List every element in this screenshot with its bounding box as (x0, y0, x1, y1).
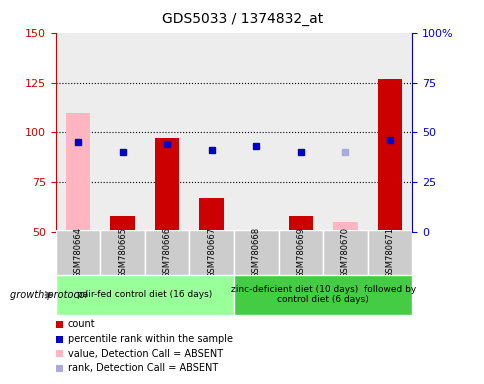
Bar (233, 230, 278, 275)
Bar (367, 230, 411, 275)
Bar (199, 199, 224, 232)
Bar (278, 33, 322, 232)
Text: GSM780668: GSM780668 (251, 227, 260, 278)
Text: GSM780666: GSM780666 (162, 227, 171, 278)
Bar (189, 230, 233, 275)
Bar (154, 139, 179, 232)
Text: pair-fed control diet (16 days): pair-fed control diet (16 days) (77, 290, 212, 299)
Text: count: count (67, 319, 95, 329)
Bar (66, 113, 90, 232)
Text: GSM780671: GSM780671 (385, 227, 393, 278)
Bar (145, 33, 189, 232)
Text: GSM780667: GSM780667 (207, 227, 216, 278)
Text: value, Detection Call = ABSENT: value, Detection Call = ABSENT (67, 349, 222, 359)
Text: percentile rank within the sample: percentile rank within the sample (67, 334, 232, 344)
Bar (145, 230, 189, 275)
Bar (100, 230, 145, 275)
Bar (100, 33, 145, 232)
Text: GSM780669: GSM780669 (296, 227, 305, 278)
Bar (110, 216, 135, 232)
Text: rank, Detection Call = ABSENT: rank, Detection Call = ABSENT (67, 363, 217, 373)
Bar (288, 216, 313, 232)
Bar (56, 230, 100, 275)
Bar (278, 230, 322, 275)
Text: GSM780664: GSM780664 (74, 227, 82, 278)
Text: GSM780670: GSM780670 (340, 227, 349, 278)
Bar (233, 275, 411, 315)
Text: growth protocol: growth protocol (10, 290, 87, 300)
Bar (322, 33, 367, 232)
Text: GDS5033 / 1374832_at: GDS5033 / 1374832_at (162, 12, 322, 25)
Text: zinc-deficient diet (10 days)  followed by
control diet (6 days): zinc-deficient diet (10 days) followed b… (230, 285, 415, 305)
Bar (56, 33, 100, 232)
Bar (367, 33, 411, 232)
Bar (56, 275, 233, 315)
Bar (377, 79, 401, 232)
Bar (333, 222, 357, 232)
Bar (189, 33, 233, 232)
Bar (233, 33, 278, 232)
Text: GSM780665: GSM780665 (118, 227, 127, 278)
Bar (322, 230, 367, 275)
